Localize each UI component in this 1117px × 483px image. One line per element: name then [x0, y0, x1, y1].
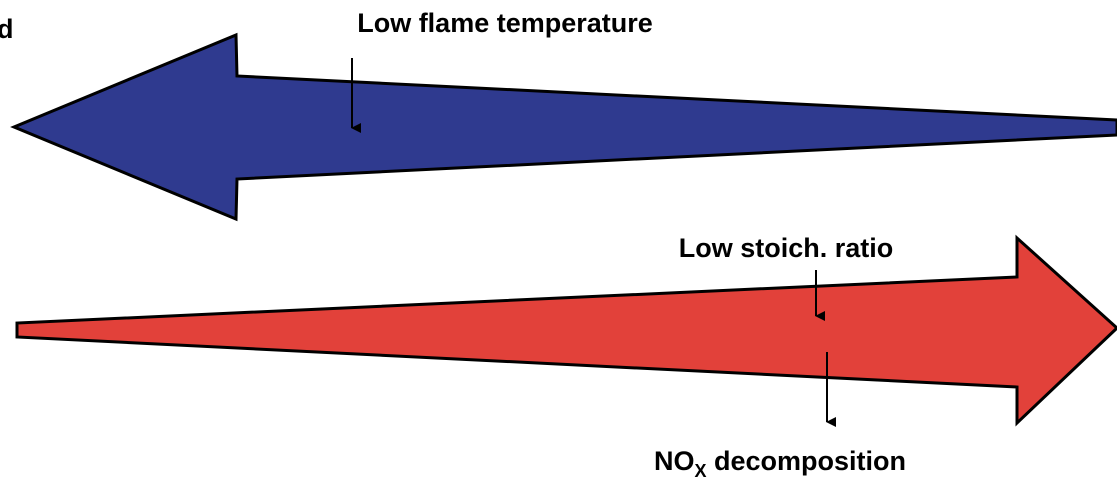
label-low-stoich-ratio: Low stoich. ratio	[679, 233, 894, 263]
label-low-flame-temperature: Low flame temperature	[357, 8, 653, 38]
panel-letter: d	[0, 14, 14, 44]
blue-left-arrow	[10, 32, 1117, 222]
nox-subscript: X	[695, 461, 707, 481]
label-nox-decomposition: NOX decomposition	[654, 446, 906, 481]
red-right-arrow	[15, 234, 1117, 427]
nox-rest: decomposition	[707, 446, 907, 476]
nox-main: NO	[654, 446, 695, 476]
